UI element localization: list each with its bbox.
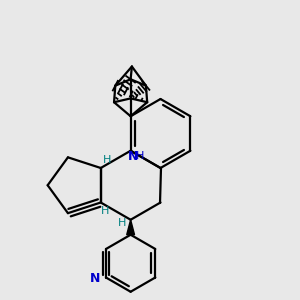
Text: H: H	[101, 206, 110, 217]
Text: N: N	[90, 272, 100, 285]
Text: N: N	[128, 150, 138, 163]
Polygon shape	[127, 220, 134, 235]
Text: H: H	[136, 152, 145, 161]
Text: H: H	[117, 218, 126, 228]
Text: H: H	[103, 155, 111, 166]
